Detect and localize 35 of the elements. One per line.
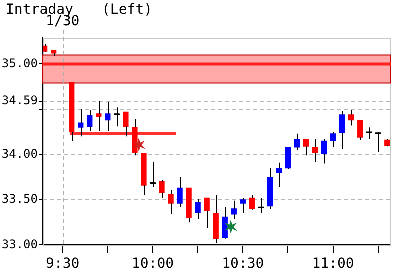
y-tick-label: 33.00 <box>2 237 38 252</box>
candlestick <box>348 110 354 126</box>
candlestick <box>96 100 102 132</box>
x-tick-label: 11:00 <box>312 256 354 272</box>
candlestick <box>105 102 111 132</box>
candlestick <box>321 138 328 164</box>
candlestick <box>294 133 300 151</box>
candlestick <box>249 194 255 210</box>
candlestick <box>339 110 346 150</box>
candlestick <box>330 132 336 148</box>
candlestick <box>168 190 174 215</box>
candlestick <box>177 176 183 208</box>
candlestick <box>303 139 310 156</box>
candlestick <box>312 138 318 162</box>
y-tick-label: 34.59 <box>2 93 38 108</box>
candlestick <box>186 188 192 224</box>
x-tick-label: 10:00 <box>132 256 174 272</box>
candlestick <box>240 198 246 214</box>
candlestick <box>195 198 201 220</box>
candlestick <box>267 168 274 210</box>
candlestick <box>123 112 129 138</box>
candlestick <box>87 110 93 132</box>
text: 1/30 <box>46 14 80 30</box>
y-tick-label: 35.00 <box>2 56 38 70</box>
candlestick <box>78 108 84 138</box>
candlestick <box>231 200 237 220</box>
x-tick-label: 9:30 <box>46 256 80 272</box>
chart-subtitle: (Left) <box>102 2 153 18</box>
x-tick-label: 10:30 <box>222 256 264 272</box>
candlestick <box>204 198 210 229</box>
y-tick-label: 33.50 <box>2 192 38 206</box>
y-tick-label: 34.00 <box>2 146 38 161</box>
candlestick <box>159 180 165 199</box>
candlestick <box>276 162 282 188</box>
candlestick <box>358 120 364 141</box>
